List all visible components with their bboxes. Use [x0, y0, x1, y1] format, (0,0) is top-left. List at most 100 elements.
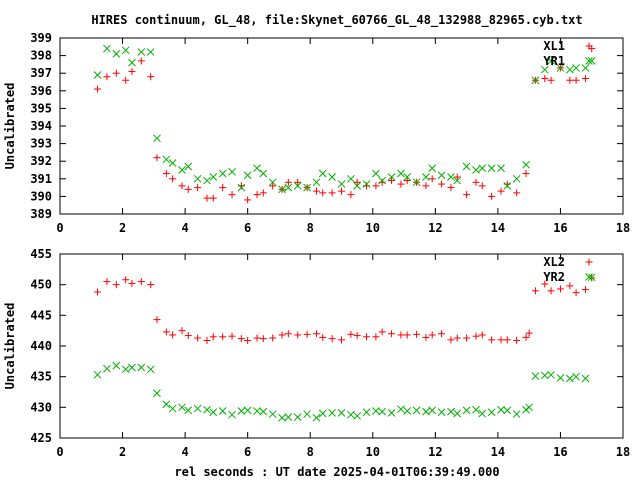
data-point — [472, 405, 480, 414]
data-point — [284, 178, 292, 186]
data-point — [169, 175, 177, 183]
data-point — [253, 334, 261, 342]
data-point — [162, 328, 170, 336]
data-point — [178, 327, 186, 335]
data-point — [337, 180, 346, 188]
data-point — [128, 58, 136, 67]
data-point — [268, 178, 277, 187]
data-point — [531, 287, 539, 295]
x-tick-label: 0 — [56, 445, 63, 459]
data-point — [397, 169, 405, 178]
data-point — [184, 185, 192, 193]
x-tick-label: 0 — [56, 221, 63, 235]
data-point — [218, 407, 227, 415]
data-point — [137, 363, 146, 372]
y-tick-label: 430 — [30, 400, 52, 414]
data-point — [178, 166, 186, 174]
data-point — [378, 176, 387, 185]
data-point — [178, 182, 186, 190]
data-point — [237, 407, 246, 415]
data-point — [587, 273, 596, 282]
data-point — [203, 194, 211, 202]
data-point — [447, 336, 455, 344]
data-point — [572, 76, 580, 84]
data-point — [522, 333, 530, 341]
x-tick-label: 12 — [428, 445, 442, 459]
data-point — [541, 280, 549, 288]
data-point — [540, 65, 549, 74]
data-point — [153, 389, 161, 398]
data-point — [566, 282, 574, 290]
data-point — [294, 178, 302, 186]
data-point — [403, 177, 411, 185]
data-point — [303, 410, 311, 418]
x-tick-label: 6 — [244, 221, 251, 235]
data-point — [319, 333, 327, 341]
data-point — [488, 192, 496, 200]
data-point — [94, 288, 102, 296]
data-point — [362, 408, 371, 417]
data-point — [422, 407, 430, 416]
data-point — [522, 170, 530, 178]
data-point — [278, 331, 286, 339]
data-point — [147, 73, 155, 81]
data-point — [463, 334, 471, 342]
x-tick-label: 2 — [119, 445, 126, 459]
data-point — [522, 160, 530, 169]
data-point — [178, 403, 186, 412]
data-point — [243, 406, 252, 415]
data-point — [540, 371, 549, 380]
data-point — [531, 372, 540, 380]
data-point — [312, 330, 320, 338]
data-point — [556, 64, 565, 72]
data-point — [284, 183, 293, 192]
data-point — [162, 170, 170, 178]
data-point — [422, 182, 430, 190]
x-tick-label: 4 — [181, 221, 188, 235]
data-point — [259, 189, 267, 197]
data-point — [278, 185, 286, 194]
data-point — [237, 183, 246, 192]
data-point — [278, 413, 286, 422]
data-point — [512, 174, 521, 183]
data-point — [572, 64, 580, 72]
data-point — [137, 48, 146, 56]
data-point — [428, 175, 436, 183]
y-tick-label: 396 — [30, 84, 52, 98]
data-point — [128, 363, 136, 372]
data-point — [121, 365, 130, 374]
data-point — [312, 413, 321, 422]
data-point — [572, 372, 580, 381]
x-tick-label: 8 — [307, 221, 314, 235]
legend-marker — [585, 42, 593, 50]
data-point — [122, 276, 130, 284]
series-XL1 — [94, 45, 596, 204]
data-point — [293, 181, 302, 190]
data-point — [293, 413, 302, 422]
data-point — [347, 174, 355, 183]
data-point — [184, 162, 193, 171]
data-point — [137, 278, 145, 286]
data-point — [103, 278, 111, 286]
data-point — [447, 173, 455, 181]
data-point — [387, 173, 396, 181]
data-point — [203, 405, 211, 414]
data-point — [478, 182, 486, 190]
data-point — [243, 171, 252, 180]
data-point — [268, 410, 277, 418]
data-point — [294, 331, 302, 339]
data-point — [438, 330, 446, 338]
data-point — [169, 331, 177, 339]
data-point — [347, 330, 355, 338]
y-axis-label: Uncalibrated — [3, 303, 17, 390]
x-tick-label: 6 — [244, 445, 251, 459]
data-point — [472, 332, 480, 340]
data-point — [203, 176, 211, 185]
data-point — [581, 74, 589, 82]
data-point — [403, 331, 411, 339]
data-point — [488, 336, 496, 344]
data-point — [312, 187, 320, 195]
series-YR1 — [93, 44, 596, 194]
data-point — [244, 196, 252, 204]
data-point — [93, 71, 102, 79]
